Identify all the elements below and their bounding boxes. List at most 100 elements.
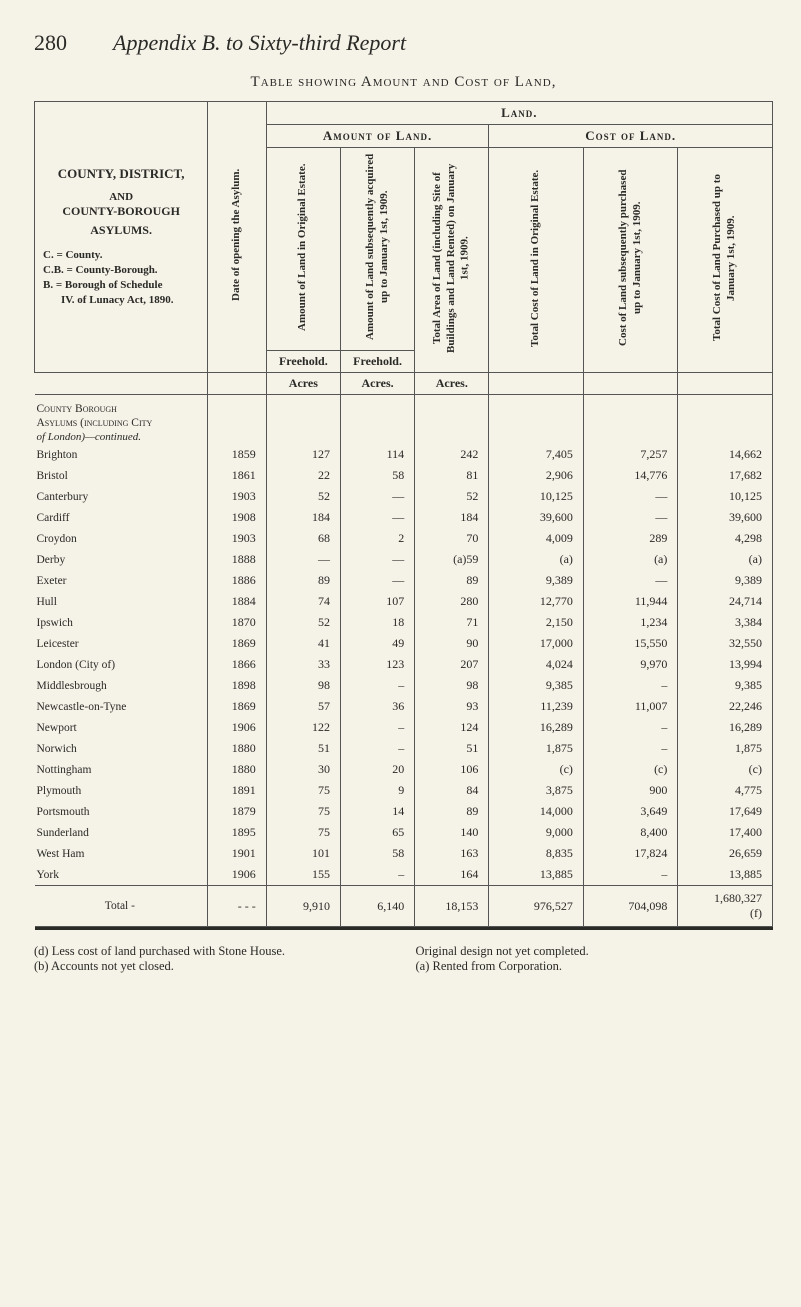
row-a2: — bbox=[340, 549, 414, 570]
row-c2: — bbox=[583, 570, 677, 591]
col-total-area: Total Area of Land (including Site of Bu… bbox=[415, 148, 489, 373]
row-c1: 2,150 bbox=[489, 612, 583, 633]
section-head-row: County Borough bbox=[35, 395, 773, 417]
row-a2: — bbox=[340, 486, 414, 507]
row-c3: 26,659 bbox=[678, 843, 773, 864]
row-c2: — bbox=[583, 486, 677, 507]
table-row: Derby1888——(a)59(a)(a)(a) bbox=[35, 549, 773, 570]
row-name: Portsmouth bbox=[35, 801, 208, 822]
row-c2: – bbox=[583, 717, 677, 738]
row-a3: 52 bbox=[415, 486, 489, 507]
stub-line-iv: IV. of Lunacy Act, 1890. bbox=[43, 294, 174, 306]
footnotes: (d) Less cost of land purchased with Sto… bbox=[34, 944, 773, 974]
row-a2: — bbox=[340, 507, 414, 528]
sub-acres-2: Acres. bbox=[340, 373, 414, 395]
table-caption-rest: Amount and Cost of Land, bbox=[361, 74, 557, 90]
table-row: Plymouth1891759843,8759004,775 bbox=[35, 780, 773, 801]
row-name: Sunderland bbox=[35, 822, 208, 843]
row-name: Norwich bbox=[35, 738, 208, 759]
stub-line-b: B. = Borough of Schedule bbox=[43, 279, 162, 291]
row-a2: 14 bbox=[340, 801, 414, 822]
stub-line-cb: C.B. = County-Borough. bbox=[43, 264, 158, 276]
row-a3: 93 bbox=[415, 696, 489, 717]
row-a1: 22 bbox=[266, 465, 340, 486]
table-row: Croydon1903682704,0092894,298 bbox=[35, 528, 773, 549]
page-number: 280 bbox=[34, 30, 67, 56]
total-row: Total - - - - 9,910 6,140 18,153 976,527… bbox=[35, 886, 773, 927]
row-a1: 75 bbox=[266, 801, 340, 822]
row-c1: 9,000 bbox=[489, 822, 583, 843]
row-c2: 8,400 bbox=[583, 822, 677, 843]
stub-county-borough: COUNTY-BOROUGH bbox=[62, 204, 180, 218]
row-name: Croydon bbox=[35, 528, 208, 549]
col-cost-total-label: Total Cost of Land Purchased up to Janua… bbox=[711, 163, 739, 353]
row-c2: (c) bbox=[583, 759, 677, 780]
row-a1: 155 bbox=[266, 864, 340, 886]
row-c1: 13,885 bbox=[489, 864, 583, 886]
section-head-1: County Borough bbox=[35, 395, 208, 417]
row-c3: 4,775 bbox=[678, 780, 773, 801]
table-row: York1906155–16413,885–13,885 bbox=[35, 864, 773, 886]
row-c2: 14,776 bbox=[583, 465, 677, 486]
row-a3: 51 bbox=[415, 738, 489, 759]
row-a1: 122 bbox=[266, 717, 340, 738]
row-a3: 89 bbox=[415, 570, 489, 591]
row-c1: 4,009 bbox=[489, 528, 583, 549]
row-a2: 65 bbox=[340, 822, 414, 843]
row-a1: 101 bbox=[266, 843, 340, 864]
row-a3: 184 bbox=[415, 507, 489, 528]
row-year: 1906 bbox=[208, 864, 266, 886]
acres-c3-blank bbox=[678, 373, 773, 395]
sub-freehold-2: Freehold. bbox=[340, 351, 414, 373]
row-a1: 75 bbox=[266, 822, 340, 843]
row-name: Newport bbox=[35, 717, 208, 738]
row-a1: 98 bbox=[266, 675, 340, 696]
row-name: London (City of) bbox=[35, 654, 208, 675]
row-a3: 71 bbox=[415, 612, 489, 633]
row-c3: 22,246 bbox=[678, 696, 773, 717]
row-c2: 17,824 bbox=[583, 843, 677, 864]
stub-legend: C. = County. C.B. = County-Borough. B. =… bbox=[39, 248, 203, 307]
row-a2: 20 bbox=[340, 759, 414, 780]
total-label: Total - bbox=[35, 886, 208, 927]
row-name: Leicester bbox=[35, 633, 208, 654]
amount-of-land-header: Amount of Land. bbox=[266, 125, 489, 148]
sub-acres-1: Acres bbox=[266, 373, 340, 395]
row-a1: 30 bbox=[266, 759, 340, 780]
row-c1: 11,239 bbox=[489, 696, 583, 717]
row-c1: 4,024 bbox=[489, 654, 583, 675]
stub-county-district: COUNTY, DISTRICT, bbox=[39, 166, 203, 182]
acres-c2-blank bbox=[583, 373, 677, 395]
row-a3: 89 bbox=[415, 801, 489, 822]
acres-year-blank bbox=[208, 373, 266, 395]
total-c1: 976,527 bbox=[489, 886, 583, 927]
row-year: 1884 bbox=[208, 591, 266, 612]
page-header: 280 Appendix B. to Sixty-third Report bbox=[34, 30, 773, 56]
row-year: 1879 bbox=[208, 801, 266, 822]
page-title-prefix: Appendix B. bbox=[113, 30, 221, 55]
row-a3: 81 bbox=[415, 465, 489, 486]
row-c1: 10,125 bbox=[489, 486, 583, 507]
row-c2: (a) bbox=[583, 549, 677, 570]
footnote-left: (d) Less cost of land purchased with Sto… bbox=[34, 944, 392, 974]
row-year: 1903 bbox=[208, 528, 266, 549]
table-row: Norwich188051–511,875–1,875 bbox=[35, 738, 773, 759]
row-name: Canterbury bbox=[35, 486, 208, 507]
col-cost-subsequent-label: Cost of Land subsequently purchased up t… bbox=[617, 163, 645, 353]
col-amount-subsequent: Amount of Land subsequently acquired up … bbox=[340, 148, 414, 351]
row-name: York bbox=[35, 864, 208, 886]
col-amount-original: Amount of Land in Original Estate. bbox=[266, 148, 340, 351]
table-row: Ipswich18705218712,1501,2343,384 bbox=[35, 612, 773, 633]
row-a3: 140 bbox=[415, 822, 489, 843]
col-date-opening-label: Date of opening the Asylum. bbox=[230, 140, 244, 330]
total-c3: 1,680,327 (f) bbox=[678, 886, 773, 927]
row-a3: 280 bbox=[415, 591, 489, 612]
row-year: 1886 bbox=[208, 570, 266, 591]
total-a3: 18,153 bbox=[415, 886, 489, 927]
stub-asylums: ASYLUMS. bbox=[39, 223, 203, 238]
row-name: Bristol bbox=[35, 465, 208, 486]
row-year: 1903 bbox=[208, 486, 266, 507]
row-year: 1888 bbox=[208, 549, 266, 570]
row-year: 1859 bbox=[208, 444, 266, 465]
table-row: Leicester186941499017,00015,55032,550 bbox=[35, 633, 773, 654]
